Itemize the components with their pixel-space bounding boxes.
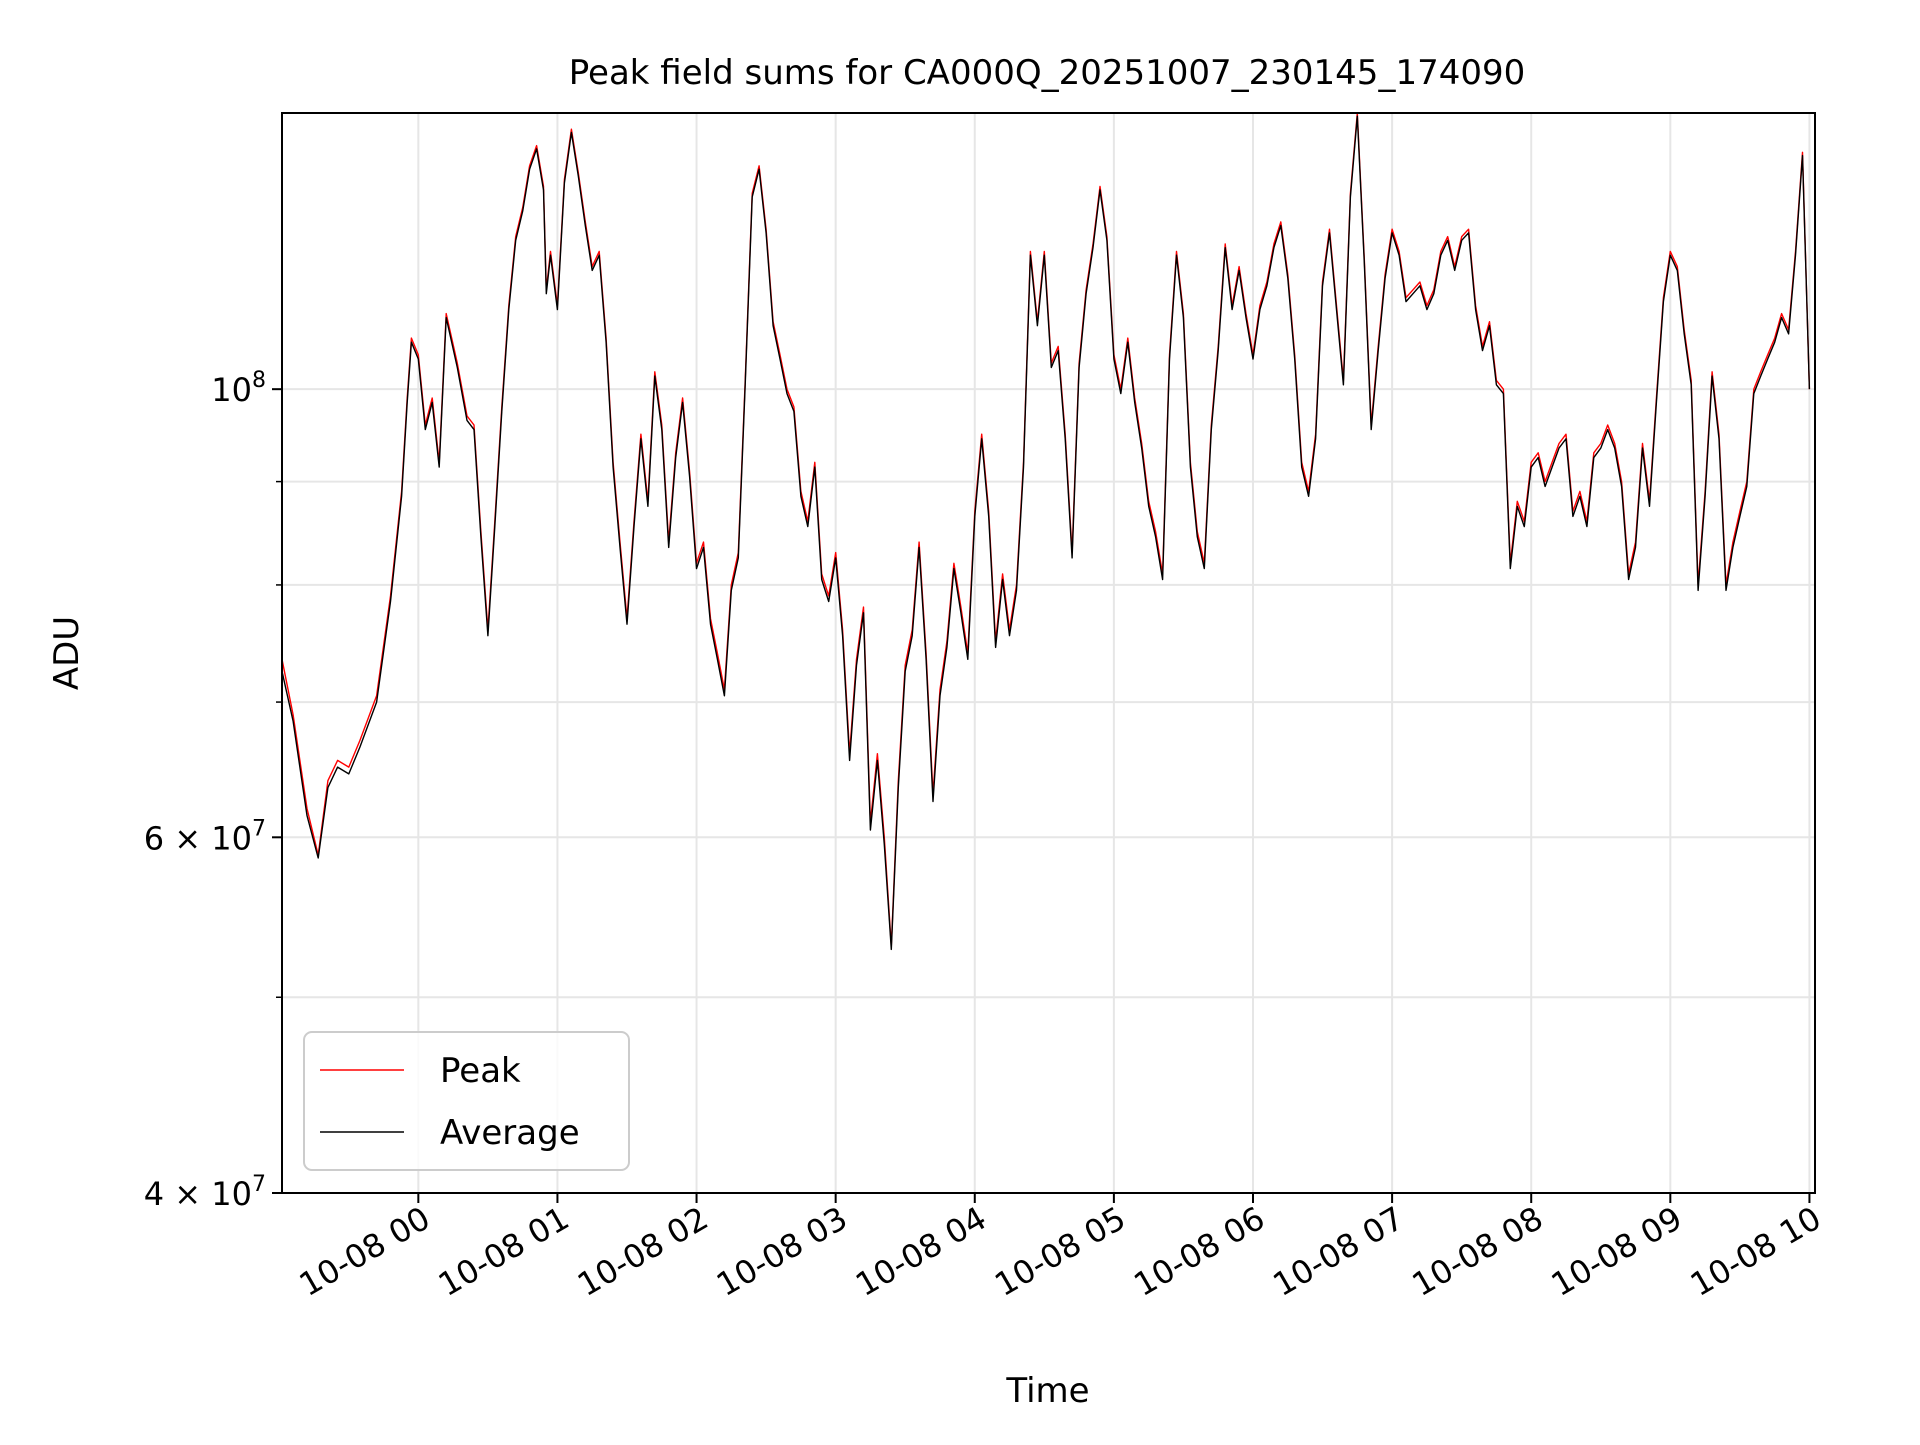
series-layer [281,112,1811,951]
legend: Peak Average [303,1031,630,1171]
y-tick-label: 4 × 107 [144,1172,266,1213]
x-tick-label: 10-08 09 [1545,1199,1689,1304]
plot-frame [281,112,1816,1194]
chart-title: Peak field sums for CA000Q_20251007_2301… [569,53,1525,93]
x-tick-label: 10-08 08 [1406,1199,1550,1304]
x-tick-label: 10-08 04 [849,1199,993,1304]
y-tick-label: 6 × 107 [144,816,266,857]
x-axis-label: Time [1005,1371,1089,1411]
x-tick-label: 10-08 07 [1267,1199,1411,1304]
y-tick-label: 108 [211,368,266,409]
y-axis-label: ADU [47,616,87,690]
x-tick-label: 10-08 06 [1127,1199,1271,1304]
x-tick-label: 10-08 02 [571,1199,715,1304]
x-tick-label: 10-08 01 [432,1199,576,1304]
x-tick-label: 10-08 03 [710,1199,854,1304]
legend-label-peak: Peak [440,1051,521,1091]
x-tick-label: 10-08 05 [988,1199,1132,1304]
plot-area [282,113,1815,1193]
y-axis: 4 × 107 6 × 107 108 [144,368,282,1213]
x-tick-label: 10-08 00 [293,1199,437,1304]
legend-box [303,1031,630,1171]
legend-label-average: Average [440,1113,580,1153]
x-tick-label: 10-08 10 [1684,1199,1828,1304]
series-line-average [281,115,1811,951]
